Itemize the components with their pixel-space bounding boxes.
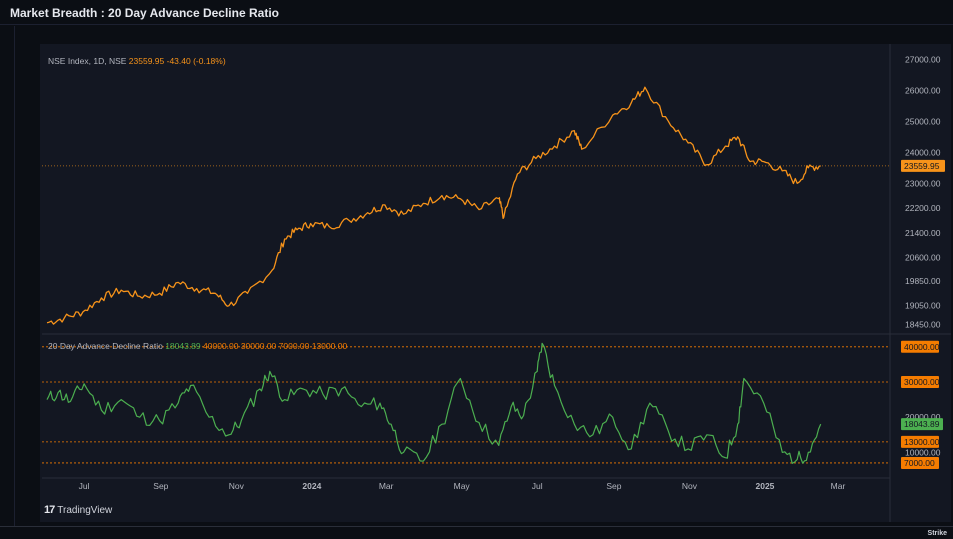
ratio-last-value-label: 18043.89	[904, 419, 940, 429]
price-tick-label: 24000.00	[905, 147, 941, 157]
nse-index-price-line[interactable]	[46, 86, 821, 325]
x-tick-label: Nov	[682, 481, 698, 491]
level-badge	[901, 456, 939, 469]
last-price-badge-label: 23559.95	[904, 161, 940, 171]
ratio-legend-levels: 40000.00 30000.00 7000.00 13000.00	[203, 341, 347, 351]
price-tick-label: 25000.00	[905, 116, 941, 126]
price-tick-label: 22200.00	[905, 203, 941, 213]
price-tick-label: 27000.00	[905, 54, 941, 64]
chart-panel[interactable]	[40, 44, 951, 522]
price-tick-label: 23000.00	[905, 178, 941, 188]
price-tick-label: 20600.00	[905, 253, 941, 263]
x-tick-label: Jul	[532, 481, 543, 491]
price-legend: NSE Index, 1D, NSE 23559.95 -43.40 (-0.1…	[48, 56, 226, 66]
x-tick-label: Sep	[153, 481, 168, 491]
level-badge-label: 13000.00	[904, 437, 940, 447]
price-tick-label: 18450.00	[905, 319, 941, 329]
title-divider	[0, 24, 953, 25]
tradingview-mark-icon: 17	[44, 504, 55, 516]
x-tick-label: Jul	[79, 481, 90, 491]
price-legend-symbol: NSE Index, 1D, NSE	[48, 56, 129, 66]
price-tick-label: 26000.00	[905, 85, 941, 95]
price-tick-label: 21400.00	[905, 228, 941, 238]
x-tick-label: Mar	[379, 481, 394, 491]
x-tick-label: Nov	[229, 481, 245, 491]
ratio-tick-label: 10000.00	[905, 447, 941, 457]
ratio-legend-name: 20 Day Advance Decline Ratio	[48, 341, 165, 351]
page-title: Market Breadth : 20 Day Advance Decline …	[10, 6, 279, 20]
level-badge	[901, 435, 939, 448]
level-badge-label: 30000.00	[904, 377, 940, 387]
level-badge	[901, 340, 939, 353]
x-tick-label: 2024	[302, 481, 321, 491]
x-tick-label: 2025	[756, 481, 775, 491]
price-legend-value: 23559.95 -43.40 (-0.18%)	[129, 56, 226, 66]
ratio-last-value-badge	[901, 418, 943, 431]
x-tick-label: Mar	[831, 481, 846, 491]
bottom-divider	[0, 526, 953, 527]
outer-frame	[14, 26, 952, 526]
x-tick-label: Sep	[606, 481, 621, 491]
x-tick-label: May	[454, 481, 471, 491]
ratio-legend-value: 18043.89	[165, 341, 203, 351]
level-badge-label: 40000.00	[904, 342, 940, 352]
strike-watermark: Strike	[927, 530, 947, 537]
ratio-tick-label: 20000.00	[905, 412, 941, 422]
tradingview-logo-text: TradingView	[57, 504, 113, 516]
price-tick-label: 19850.00	[905, 276, 941, 286]
last-price-badge	[901, 159, 945, 172]
ratio-legend: 20 Day Advance Decline Ratio 18043.89 40…	[48, 341, 347, 351]
level-badge	[901, 376, 939, 388]
advance-decline-ratio-line[interactable]	[46, 342, 822, 464]
tradingview-logo[interactable]: 17 TradingView	[44, 504, 112, 516]
price-tick-label: 19050.00	[905, 301, 941, 311]
level-badge-label: 7000.00	[904, 458, 935, 468]
